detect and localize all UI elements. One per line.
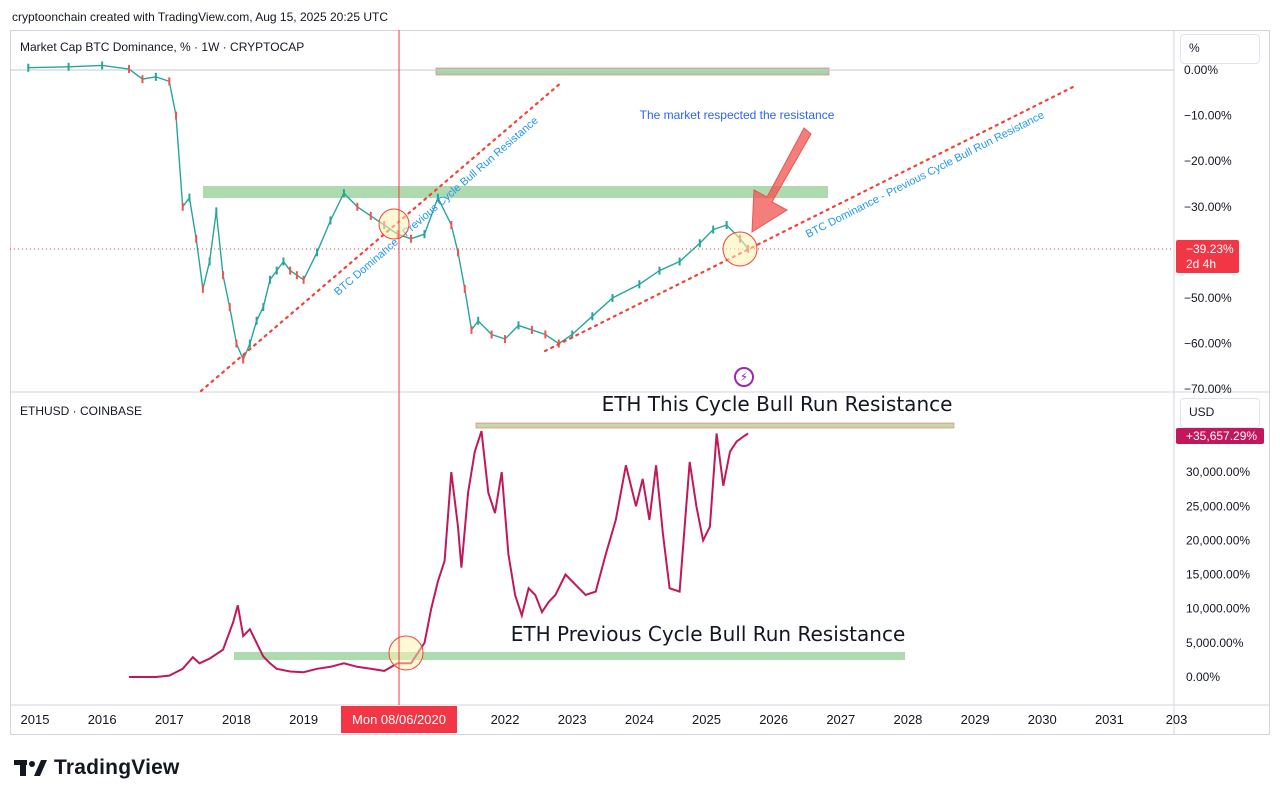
tradingview-logo-icon [14,760,47,776]
chart-caption: cryptoonchain created with TradingView.c… [12,10,389,24]
resistance-annotation: The market respected the resistance [640,108,835,122]
eth-breakout-circle [388,635,424,671]
btc-countdown: 2d 4h [1186,257,1216,271]
eth-previous-zone-label: ETH Previous Cycle Bull Run Resistance [511,622,906,646]
crosshair-time-badge [341,706,457,733]
eth-y-tick-label: 15,000.00% [1186,568,1250,582]
eth-price-badge-value: +35,657.29% [1186,429,1257,443]
time-axis-label: 2016 [88,712,117,727]
time-axis-label: 2017 [155,712,184,727]
btc-resistance-zone [203,186,828,198]
flash-icon[interactable]: ⚡ [734,367,754,387]
time-axis-label: 2022 [491,712,520,727]
btc-top-zone [435,67,830,76]
btc-price-badge-value: −39.23% [1186,242,1234,256]
time-axis-label: 2015 [21,712,50,727]
eth-y-tick-label: 30,000.00% [1186,465,1250,479]
annotation-arrow [751,127,812,233]
time-axis-label: 2019 [289,712,318,727]
eth-y-tick-label: 25,000.00% [1186,499,1250,513]
btc-y-tick-label: −50.00% [1184,291,1232,305]
btc-y-tick-label: −60.00% [1184,337,1232,351]
eth-y-tick-label: 10,000.00% [1186,602,1250,616]
eth-price-line [129,430,749,678]
eth-y-tick-label: 0.00% [1186,670,1220,684]
eth-top-zone [475,422,955,429]
eth-top-zone-label: ETH This Cycle Bull Run Resistance [602,392,953,416]
eth-unit-button[interactable]: USD [1180,398,1260,428]
time-axis-label: 2031 [1095,712,1124,727]
eth-y-tick-label: 20,000.00% [1186,533,1250,547]
btc-y-tick-label: −20.00% [1184,154,1232,168]
btc-price-axis: 0.00% −10.00% −20.00% −30.00% −50.00% −60.00%… [1184,63,1232,396]
time-axis-label: 2023 [558,712,587,727]
time-axis-label: 2026 [759,712,788,727]
btc-trendline-previous-cycle [199,80,564,393]
btc-y-tick-label: −30.00% [1184,200,1232,214]
time-axis-label: 2018 [222,712,251,727]
time-axis-label: 2024 [625,712,654,727]
btc-y-tick-label: −10.00% [1184,109,1232,123]
eth-y-tick-label: 5,000.00% [1186,636,1244,650]
time-axis-label: 2027 [826,712,855,727]
btc-dominance-series [27,61,750,364]
btc-y-tick-label: 0.00% [1184,63,1218,77]
eth-previous-zone [234,652,905,660]
btc-unit-button[interactable]: % [1180,34,1260,64]
eth-price-axis: 30,000.00% 25,000.00% 20,000.00% 15,000.00%… [1186,465,1250,684]
btc-y-tick-label: −70.00% [1184,382,1232,396]
tradingview-logo[interactable]: TradingView [14,756,180,780]
btc-price-badge [1176,240,1239,273]
btc-symbol-label[interactable]: Market Cap BTC Dominance, % · 1W · CRYPT… [20,40,305,54]
time-axis-label: 2028 [893,712,922,727]
crosshair-time-label: Mon 08/06/2020 [352,712,446,727]
time-axis-label: 203 [1166,712,1188,727]
btc-trendline-label-1: BTC Dominance - Previous Cycle Bull Run … [332,115,541,299]
btc-trendline-current-cycle [543,84,1077,353]
time-axis: 2015 2016 2017 2018 2019 2022 2023 2024 2025 2026… [21,712,1188,727]
eth-series [129,430,749,678]
btc-touch-circle-2025 [722,231,758,267]
btc-trendline-label-2: BTC Dominance - Previous Cycle Bull Run … [804,109,1046,240]
chart-frame [10,30,1270,735]
btc-touch-circle-2020 [378,208,410,240]
eth-symbol-label[interactable]: ETHUSD · COINBASE [20,404,143,418]
eth-price-badge [1176,428,1264,444]
time-axis-label: 2030 [1028,712,1057,727]
time-axis-label: 2029 [961,712,990,727]
tradingview-logo-text: TradingView [54,756,180,779]
time-axis-label: 2025 [692,712,721,727]
